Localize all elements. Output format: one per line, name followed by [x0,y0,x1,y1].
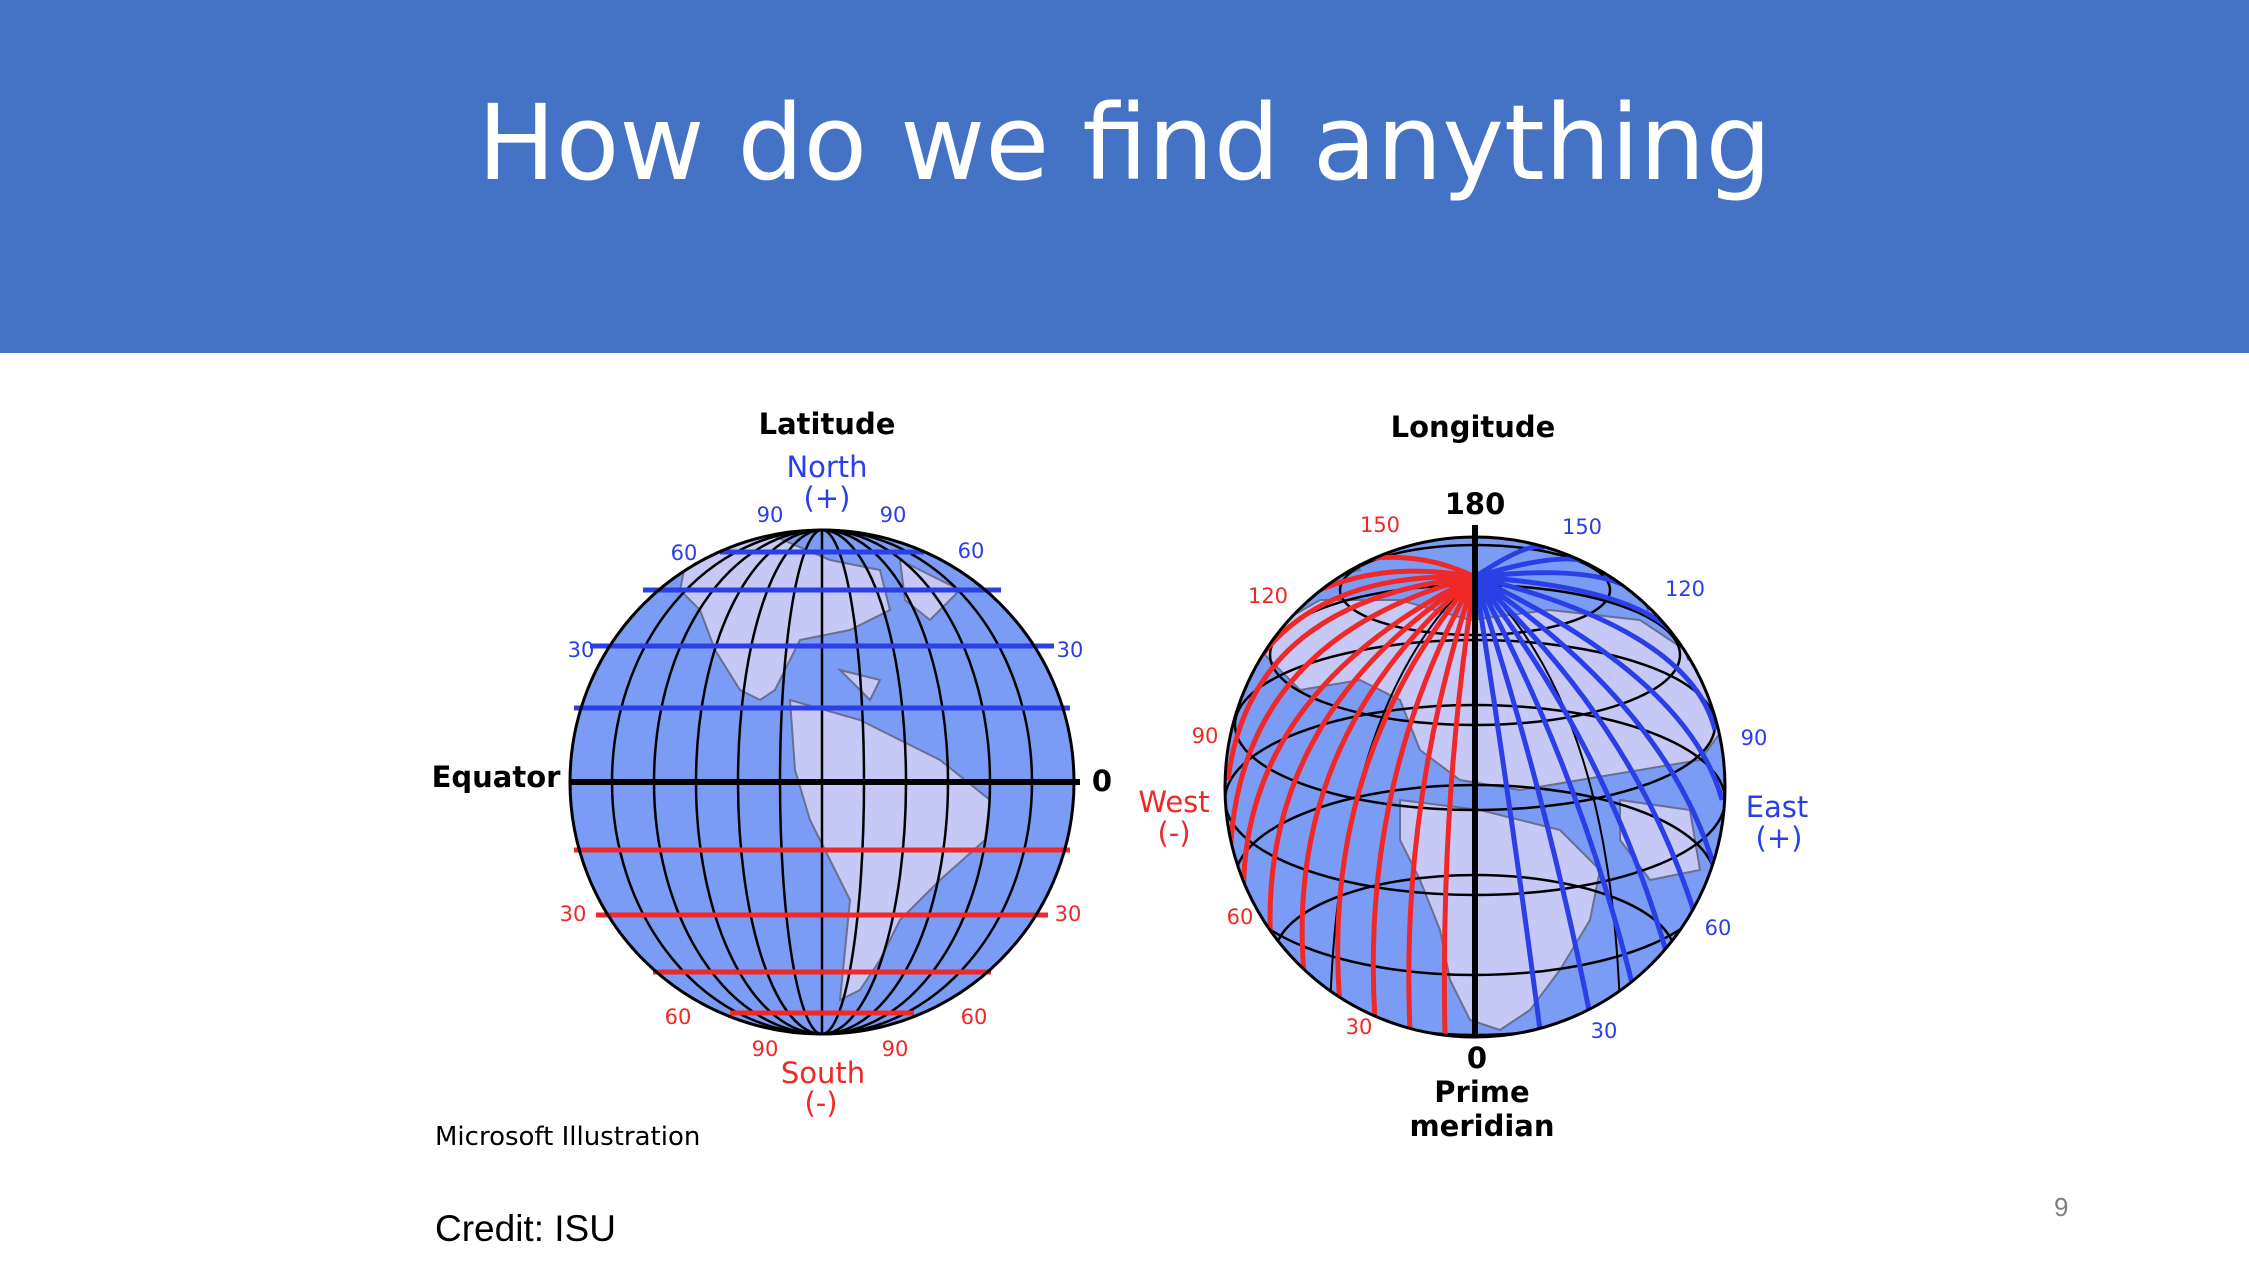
slide-title: How do we find anything [477,82,1772,204]
east-label: East [1746,790,1809,824]
longitude-globe-outline [1223,535,1727,1039]
longitude-heading: Longitude [1391,410,1556,444]
latitude-globe-outline [568,528,1076,1036]
east-sign: (+) [1756,821,1803,855]
south-label: South [781,1056,865,1090]
latitude-longitude-figure: Latitude North (+) 90 90 60 60 30 30 Equ… [432,407,1809,1152]
longitude-globe: Longitude 180 150 120 90 West (-) 60 30 … [1138,410,1808,1143]
s90-right: 90 [882,1037,909,1061]
n30-left: 30 [568,638,595,662]
label-180: 180 [1445,487,1506,521]
e60-label: 60 [1705,916,1732,940]
west-label: West [1138,785,1209,819]
s30-left: 30 [560,902,587,926]
credit-text: Credit: ISU [435,1208,616,1249]
e90-label: 90 [1741,726,1768,750]
e120-label: 120 [1665,577,1705,601]
north-label: North [786,450,867,484]
w90-label: 90 [1192,724,1219,748]
n30-right: 30 [1057,638,1084,662]
n90-right: 90 [880,503,907,527]
w30-label: 30 [1346,1015,1373,1039]
latitude-heading: Latitude [759,407,896,441]
west-sign: (-) [1157,816,1190,850]
e30-label: 30 [1591,1019,1618,1043]
page-number: 9 [2054,1192,2069,1222]
s30-right: 30 [1055,902,1082,926]
title-banner: How do we find anything [0,0,2249,353]
s60-left: 60 [665,1005,692,1029]
latitude-parallels [574,549,1070,1016]
east-meridians [1472,544,1725,1031]
south-sign: (-) [804,1086,837,1120]
north-sign: (+) [804,481,851,515]
w150-label: 150 [1360,513,1400,537]
e150-label: 150 [1562,515,1602,539]
equator-zero: 0 [1092,764,1112,798]
s90-left: 90 [752,1037,779,1061]
w60-label: 60 [1227,905,1254,929]
west-meridians [1225,554,1478,1036]
latitude-globe: Latitude North (+) 90 90 60 60 30 30 Equ… [432,407,1113,1152]
equator-label: Equator [432,760,562,794]
w120-label: 120 [1248,584,1288,608]
prime-label-2: meridian [1409,1109,1554,1143]
n60-left: 60 [671,541,698,565]
prime-label-1: Prime [1434,1075,1529,1109]
n90-left: 90 [757,503,784,527]
s60-right: 60 [961,1005,988,1029]
n60-right: 60 [958,539,985,563]
image-source: Microsoft Illustration [435,1122,700,1152]
prime-zero: 0 [1467,1041,1487,1075]
